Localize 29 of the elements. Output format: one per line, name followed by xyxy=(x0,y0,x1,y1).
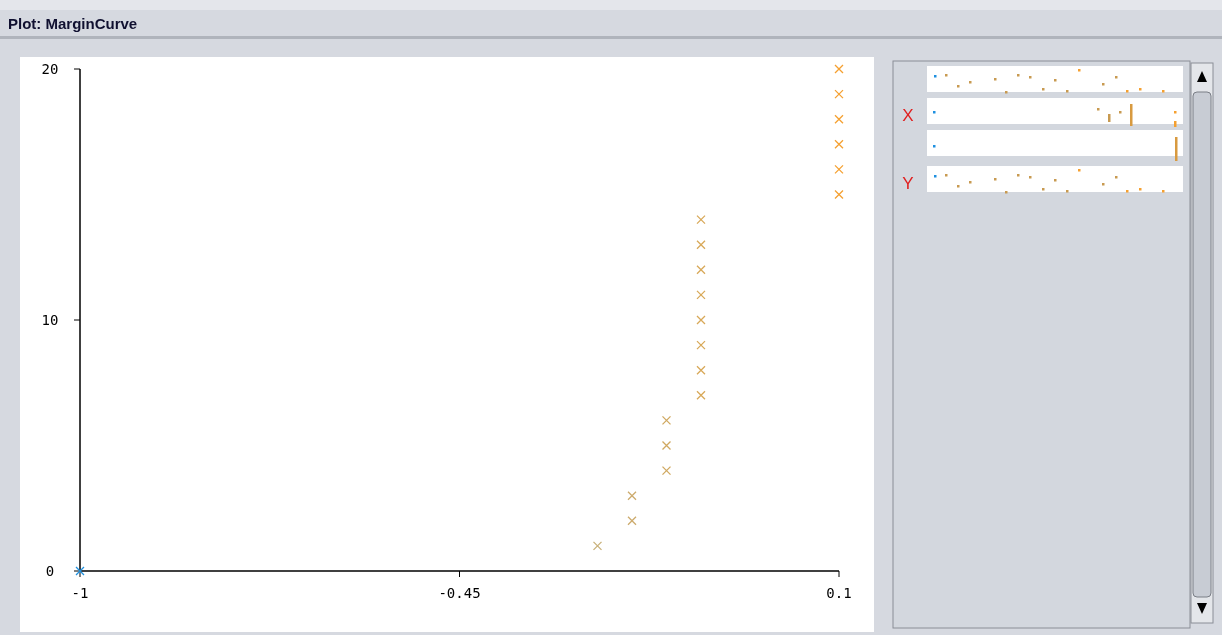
x-tick-label: 0.1 xyxy=(826,585,852,601)
point xyxy=(696,240,706,250)
point xyxy=(696,265,706,275)
point xyxy=(696,214,706,225)
y-tick-label: 10 xyxy=(41,311,59,328)
point xyxy=(834,114,844,124)
chart-title: Plot: MarginCurve xyxy=(8,15,138,32)
point xyxy=(696,365,706,375)
point xyxy=(696,390,706,400)
point xyxy=(661,465,672,476)
point xyxy=(834,164,844,175)
text: Y xyxy=(902,174,914,193)
point xyxy=(834,89,844,99)
point xyxy=(834,189,844,200)
x-tick-label: -0.45 xyxy=(438,585,481,601)
x-tick-label: -1 xyxy=(71,585,89,601)
point xyxy=(627,516,637,526)
text: X xyxy=(902,106,914,125)
y-tick-label: 20 xyxy=(41,60,59,77)
point xyxy=(661,415,672,426)
point xyxy=(834,139,844,149)
point xyxy=(696,315,706,325)
point xyxy=(592,541,603,551)
point xyxy=(627,491,637,501)
point xyxy=(661,440,672,451)
point xyxy=(696,290,706,300)
point xyxy=(834,64,844,74)
y-tick-label: 0 xyxy=(45,562,55,579)
point xyxy=(696,340,706,350)
